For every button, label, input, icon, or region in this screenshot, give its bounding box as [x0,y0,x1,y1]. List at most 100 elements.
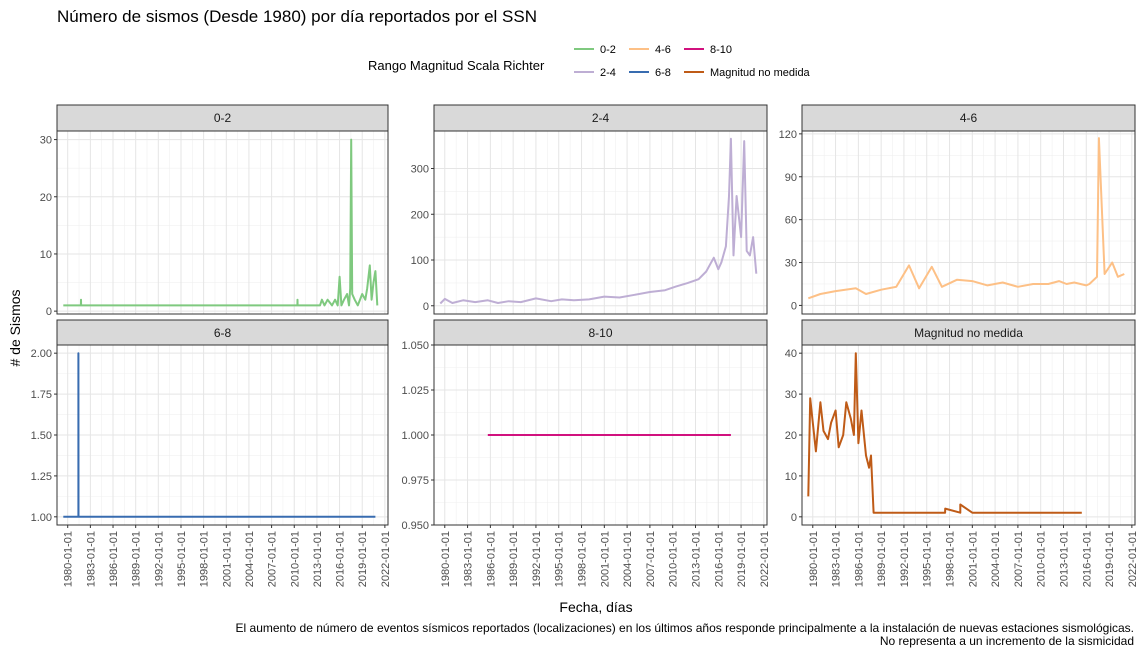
y-tick-label: 1.75 [31,389,52,401]
y-tick-label: 30 [785,389,797,401]
facet-3: 6-8 1.00 1.25 1.50 1.75 2.00 1980-01-01 1983-01… [31,319,392,587]
y-tick-label: 1.000 [401,430,429,442]
y-tick-label: 60 [785,215,797,227]
y-tick-label: 0.950 [401,520,429,532]
x-tick-label: 2010-01-01 [1036,531,1048,587]
y-tick-label: 30 [40,135,52,147]
x-tick-label: 1995-01-01 [922,531,934,587]
series-line [439,137,758,305]
x-tick-label: 2001-01-01 [221,531,233,587]
x-tick-label: 1983-01-01 [831,531,843,587]
facet-strip [801,104,1136,132]
y-tick-label: 10 [40,249,52,261]
y-tick-label: 0 [423,301,429,313]
x-tick-label: 1998-01-01 [945,531,957,587]
x-tick-label: 1998-01-01 [199,531,211,587]
x-tick-label: 2013-01-01 [690,531,702,587]
y-tick-label: 20 [40,192,52,204]
legend-title: Rango Magnitud Scala Richter [368,58,545,73]
legend-label-1: 2-4 [600,67,616,79]
x-tick-label: 2004-01-01 [244,531,256,587]
x-axis-label: Fecha, días [559,599,632,615]
facet-strip [801,319,1136,346]
facet-2: 4-6 0 30 60 90 120 [779,104,1136,315]
x-tick-label: 1989-01-01 [508,531,520,587]
y-tick-label: 0 [46,306,52,318]
x-tick-label: 1980-01-01 [63,531,75,587]
y-tick-label: 0 [791,300,797,312]
panel-border [433,130,768,315]
y-tick-label: 10 [785,471,797,483]
x-tick-label: 1983-01-01 [463,531,475,587]
x-tick-label: 1992-01-01 [531,531,543,587]
series-line [807,352,1082,514]
caption-line-1: El aumento de número de eventos sísmicos… [235,621,1134,635]
y-tick-label: 1.50 [31,430,52,442]
y-axis-label: # de Sismos [7,289,23,366]
x-tick-label: 1986-01-01 [853,531,865,587]
x-tick-label: 2016-01-01 [713,531,725,587]
legend-label-0: 0-2 [600,44,616,56]
x-tick-label: 2019-01-01 [1104,531,1116,587]
x-tick-label: 2007-01-01 [267,531,279,587]
x-tick-label: 2013-01-01 [1058,531,1070,587]
x-tick-label: 1995-01-01 [554,531,566,587]
x-tick-label: 1998-01-01 [577,531,589,587]
x-tick-label: 2010-01-01 [668,531,680,587]
x-tick-label: 2022-01-01 [380,531,392,587]
y-tick-label: 120 [779,129,797,141]
x-tick-label: 2001-01-01 [599,531,611,587]
x-tick-label: 1992-01-01 [153,531,165,587]
x-tick-label: 2022-01-01 [1127,531,1139,587]
x-tick-label: 2001-01-01 [967,531,979,587]
x-tick-label: 1992-01-01 [899,531,911,587]
panel-border [801,130,1136,315]
facet-strip-label: 6-8 [214,326,232,340]
x-tick-label: 1986-01-01 [485,531,497,587]
x-tick-label: 1983-01-01 [85,531,97,587]
facet-strip-label: Magnitud no medida [914,326,1023,340]
y-tick-label: 2.00 [31,348,52,360]
chart-title: Número de sismos (Desde 1980) por día re… [57,7,538,26]
x-tick-label: 2019-01-01 [736,531,748,587]
y-tick-label: 1.050 [401,340,429,352]
series-line [63,138,379,307]
x-tick-label: 2007-01-01 [1013,531,1025,587]
x-tick-label: 1980-01-01 [440,531,452,587]
y-tick-label: 1.00 [31,512,52,524]
y-tick-label: 0 [791,512,797,524]
facet-strip-label: 0-2 [214,111,232,125]
y-tick-label: 20 [785,430,797,442]
facet-4: 8-10 0.950 0.975 1.000 1.025 1.050 1980-01-01 1… [401,319,771,587]
legend: Rango Magnitud Scala Richter 0-2 2-4 4-6 6-… [368,44,811,79]
legend-label-3: 6-8 [655,67,671,79]
y-tick-label: 200 [411,209,429,221]
y-tick-label: 30 [785,258,797,270]
facet-strip-label: 8-10 [588,326,612,340]
x-tick-label: 2022-01-01 [759,531,771,587]
x-tick-label: 2016-01-01 [1081,531,1093,587]
x-tick-label: 1986-01-01 [108,531,120,587]
caption-line-2: No representa a un incremento de la sism… [879,634,1134,648]
series-line [63,352,376,518]
x-tick-label: 1980-01-01 [808,531,820,587]
series-line [807,137,1125,300]
y-tick-label: 1.25 [31,471,52,483]
x-tick-label: 1989-01-01 [876,531,888,587]
x-tick-label: 2010-01-01 [289,531,301,587]
facet-strip [56,104,389,132]
x-tick-label: 2013-01-01 [312,531,324,587]
legend-label-4: 8-10 [710,44,732,56]
y-tick-label: 40 [785,348,797,360]
facet-panels: 0-201020302-401002003004-603060901206-81… [31,104,1139,587]
x-tick-label: 1989-01-01 [131,531,143,587]
panel-border [56,130,389,315]
facet-strip-label: 4-6 [960,111,978,125]
y-tick-label: 100 [411,255,429,267]
facet-5: Magnitud no medida 0 10 20 30 40 1980-01-01 198… [785,319,1139,587]
facet-strip-label: 2-4 [592,111,610,125]
x-tick-label: 2007-01-01 [645,531,657,587]
y-tick-label: 300 [411,164,429,176]
legend-label-2: 4-6 [655,44,671,56]
